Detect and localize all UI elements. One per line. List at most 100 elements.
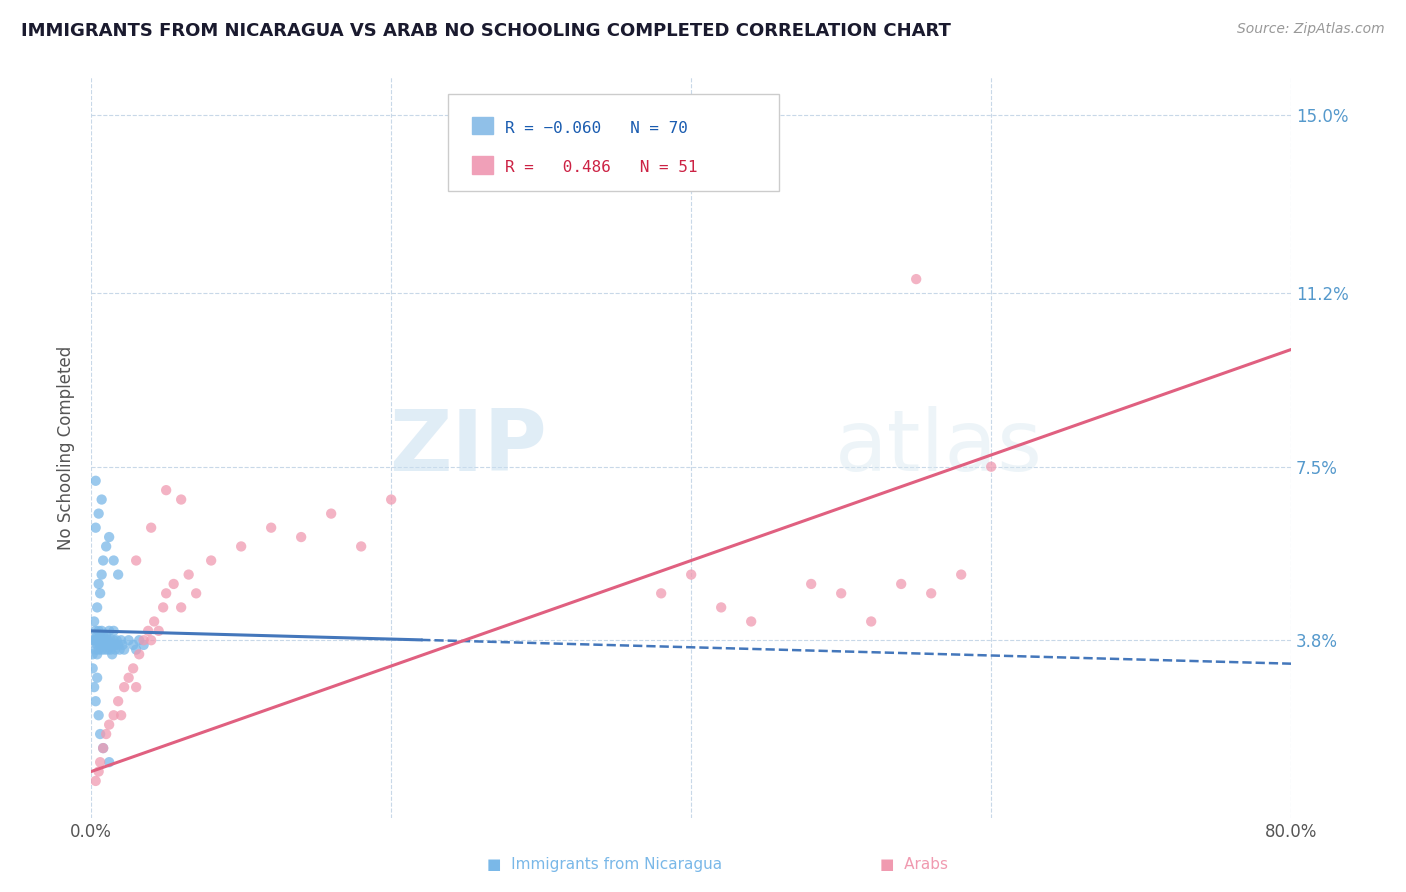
- Point: [920, 586, 942, 600]
- Point: [112, 680, 135, 694]
- Point: [148, 624, 170, 638]
- Point: [90, 633, 112, 648]
- Point: [86, 628, 108, 642]
- Point: [87, 708, 110, 723]
- Point: [350, 540, 373, 554]
- Point: [108, 642, 131, 657]
- Point: [132, 638, 155, 652]
- Point: [90, 492, 112, 507]
- Point: [84, 633, 107, 648]
- Point: [107, 694, 129, 708]
- Point: [86, 600, 108, 615]
- Point: [890, 577, 912, 591]
- Text: R = −0.060   N = 70: R = −0.060 N = 70: [505, 121, 688, 136]
- Point: [84, 521, 107, 535]
- Point: [91, 638, 114, 652]
- Point: [93, 642, 115, 657]
- Point: [155, 483, 177, 498]
- Point: [740, 615, 762, 629]
- Text: ■  Arabs: ■ Arabs: [880, 857, 948, 872]
- Point: [84, 624, 107, 638]
- Point: [86, 638, 108, 652]
- Point: [89, 638, 111, 652]
- Point: [186, 586, 208, 600]
- Point: [290, 530, 312, 544]
- FancyBboxPatch shape: [447, 94, 779, 191]
- Point: [155, 586, 177, 600]
- Point: [90, 624, 112, 638]
- Point: [118, 633, 141, 648]
- Point: [830, 586, 852, 600]
- Point: [103, 624, 125, 638]
- Point: [82, 661, 104, 675]
- Point: [104, 642, 127, 657]
- Point: [94, 540, 117, 554]
- Text: R =   0.486   N = 51: R = 0.486 N = 51: [505, 161, 697, 175]
- Point: [84, 642, 107, 657]
- Point: [177, 567, 200, 582]
- Point: [83, 615, 105, 629]
- Text: Source: ZipAtlas.com: Source: ZipAtlas.com: [1237, 22, 1385, 37]
- Point: [103, 708, 125, 723]
- Point: [650, 586, 672, 600]
- Point: [98, 530, 121, 544]
- Point: [91, 628, 114, 642]
- Point: [122, 638, 145, 652]
- Point: [103, 633, 125, 648]
- Point: [110, 633, 132, 648]
- Point: [104, 638, 127, 652]
- Point: [89, 628, 111, 642]
- Point: [93, 633, 115, 648]
- Point: [89, 586, 111, 600]
- Point: [101, 648, 124, 662]
- Point: [97, 633, 120, 648]
- Point: [122, 661, 145, 675]
- Point: [152, 600, 174, 615]
- Point: [89, 727, 111, 741]
- Point: [98, 624, 121, 638]
- Point: [82, 633, 104, 648]
- Point: [84, 474, 107, 488]
- Point: [94, 628, 117, 642]
- Point: [83, 680, 105, 694]
- Bar: [471, 117, 494, 135]
- Point: [110, 708, 132, 723]
- Point: [128, 633, 150, 648]
- Point: [128, 648, 150, 662]
- Point: [125, 680, 148, 694]
- Point: [98, 755, 121, 769]
- Point: [125, 642, 148, 657]
- Point: [87, 642, 110, 657]
- Point: [125, 553, 148, 567]
- Point: [98, 717, 121, 731]
- Y-axis label: No Schooling Completed: No Schooling Completed: [58, 346, 75, 550]
- Point: [87, 624, 110, 638]
- Point: [141, 521, 163, 535]
- Text: ■  Immigrants from Nicaragua: ■ Immigrants from Nicaragua: [486, 857, 723, 872]
- Text: ZIP: ZIP: [389, 407, 547, 490]
- Point: [87, 633, 110, 648]
- Point: [98, 638, 121, 652]
- Point: [200, 553, 222, 567]
- Point: [91, 553, 114, 567]
- Point: [83, 633, 105, 648]
- Point: [321, 507, 343, 521]
- Point: [86, 648, 108, 662]
- Point: [260, 521, 283, 535]
- Point: [90, 642, 112, 657]
- Point: [87, 577, 110, 591]
- Bar: [471, 156, 494, 174]
- Point: [89, 755, 111, 769]
- Point: [103, 553, 125, 567]
- Point: [91, 741, 114, 756]
- Point: [105, 633, 128, 648]
- Point: [107, 567, 129, 582]
- Point: [231, 540, 253, 554]
- Point: [111, 638, 134, 652]
- Point: [91, 741, 114, 756]
- Point: [800, 577, 823, 591]
- Point: [84, 694, 107, 708]
- Point: [101, 638, 124, 652]
- Point: [710, 600, 733, 615]
- Point: [107, 638, 129, 652]
